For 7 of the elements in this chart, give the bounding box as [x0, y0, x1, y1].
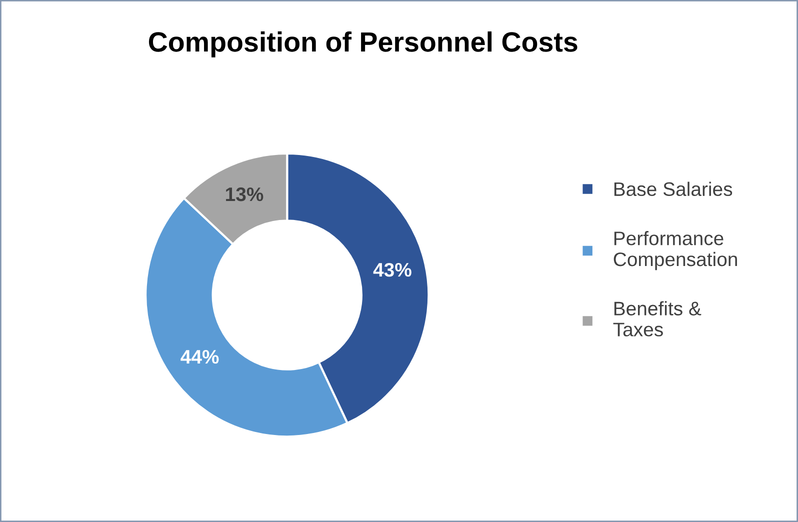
data-label: 44%: [180, 350, 219, 364]
legend-label: Performance Compensation: [614, 231, 737, 270]
data-label: 43%: [373, 262, 412, 277]
legend-label: Benefits & Taxes: [613, 301, 702, 336]
legend-label: Base Salaries: [614, 182, 732, 196]
data-label: 13%: [226, 187, 264, 202]
chart-title: Composition of Personnel Costs: [148, 31, 578, 58]
